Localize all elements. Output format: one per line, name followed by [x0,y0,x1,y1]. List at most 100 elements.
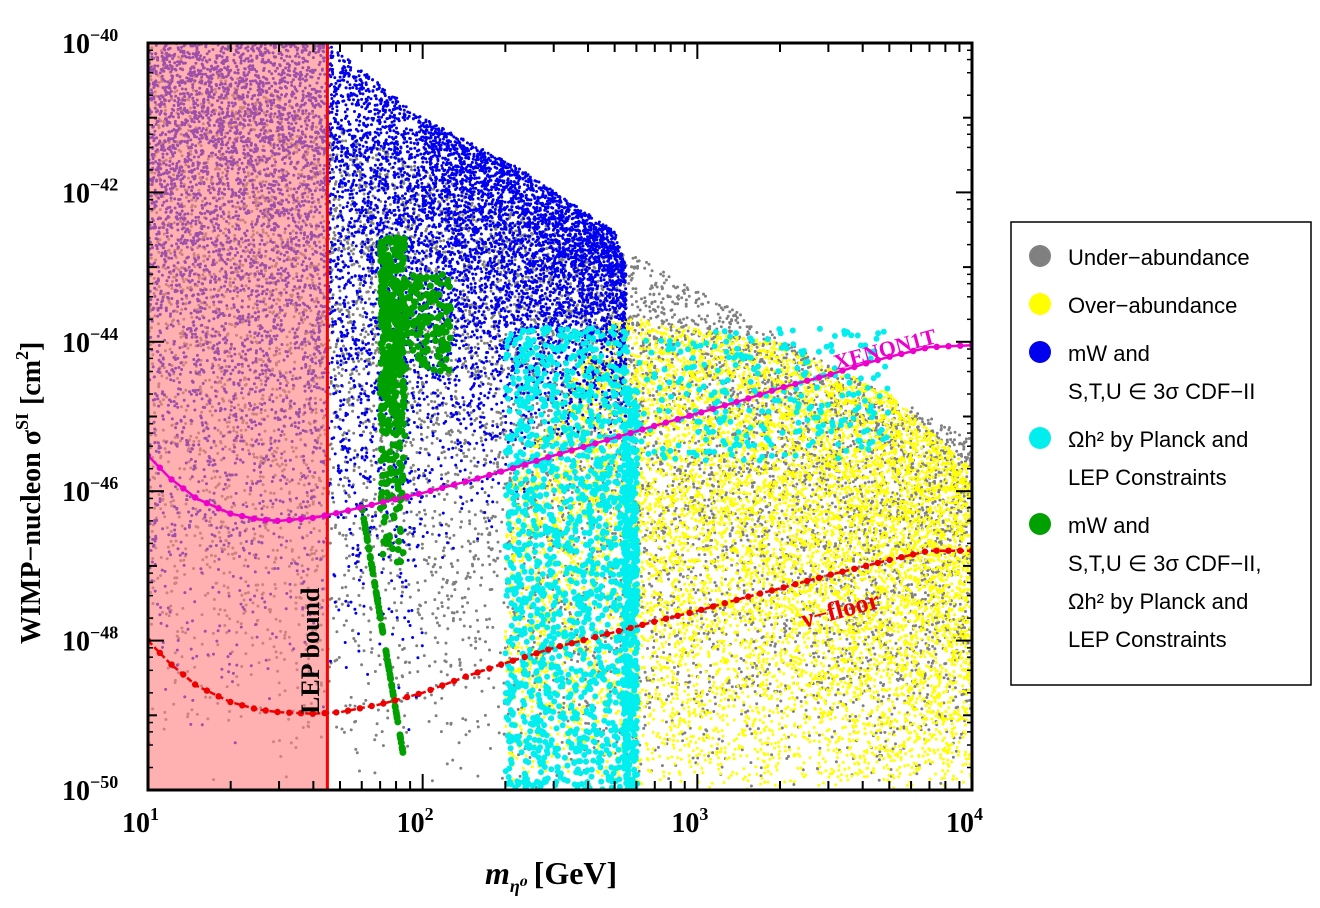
lep-excluded-region [148,43,328,790]
curve-marker [615,627,623,635]
legend-label: LEP Constraints [1068,465,1227,490]
curve-marker [874,559,881,567]
curve-marker [415,690,422,698]
tick-labels: 101 102 103 104 10−40 10−42 10−44 10−46 10−48 10−… [62,25,983,839]
curve-marker [898,554,905,561]
plot-area [148,43,972,790]
curve-marker [286,516,293,524]
curve-marker [592,633,599,641]
curve-marker [898,350,905,358]
curve-marker [309,710,316,717]
curve-marker [380,498,387,506]
curve-markers-xenon1t [148,342,972,524]
curve-marker [239,512,246,520]
x-axis-sub: η⁰ [510,876,528,896]
curve-marker [392,697,399,704]
curve-marker [662,615,670,622]
curve-marker [321,709,328,717]
curve-marker [215,693,222,700]
curve-marker [921,345,929,352]
y-tick-label: 10−40 [62,25,118,60]
y-axis-sup: SI [12,413,32,430]
curve-marker [344,707,352,714]
curve-marker [815,574,823,581]
curve-marker [651,618,658,625]
curve-marker [168,476,175,483]
x-tick-label: 103 [671,804,708,839]
curve-marker [227,510,234,517]
curve-marker [792,380,799,388]
x-tick-label: 102 [397,804,434,839]
curve-marker [403,493,411,500]
x-tick-label: 104 [946,804,983,839]
curve-marker [945,547,952,554]
curve-marker [486,665,493,672]
legend-item: mW and S,T,U ∈ 3σ CDF−II, Ωh² by Planck an… [1029,513,1262,652]
curve-marker [768,587,776,594]
curve-marker [756,391,764,398]
curve-marker [615,433,623,440]
curve-marker [533,650,540,657]
curve-marker [274,708,281,716]
curve-marker [380,700,387,707]
curve-marker [450,481,458,488]
curve-marker [745,395,752,402]
curve-marker [839,367,846,374]
curve-marker [874,356,881,364]
curve-marker [698,409,705,416]
legend-label: mW and [1068,341,1150,366]
curve-marker [262,707,269,714]
y-tick-label: 10−46 [62,473,118,508]
curve-marker [827,571,834,578]
curve-marker [627,429,634,437]
curve-marker [450,677,458,685]
curve-marker [556,643,564,650]
legend-label: Ωh² by Planck and [1068,589,1248,614]
curve-marker [403,693,411,701]
x-tick-label: 101 [122,804,159,839]
curve-marker [733,596,740,604]
curve-marker [603,630,611,638]
curve-marker [191,681,199,688]
curve-marker [804,577,811,585]
curve-marker [933,547,940,554]
curve-marker [191,494,199,501]
legend-swatch [1029,513,1051,535]
curve-marker [462,673,469,680]
legend-item: Over−abundance [1029,293,1237,318]
curve-marker [815,374,823,381]
curve-marker [839,568,846,575]
curve-marker [297,710,305,717]
curve-marker [827,371,834,378]
curve-marker [580,443,587,450]
curve-marker [333,510,340,517]
curve-marker [368,501,375,508]
legend-item: mW and S,T,U ∈ 3σ CDF−II [1029,341,1255,404]
curve-marker [909,347,917,355]
curve-marker [639,426,646,433]
legend-label: S,T,U ∈ 3σ CDF−II, [1068,551,1262,576]
curve-marker [957,342,964,349]
curve-marker [439,484,446,491]
curve-marker [509,657,517,664]
curve-marker [321,512,328,519]
curve-marker [674,415,681,423]
curve-marker [721,600,728,607]
curve-marker [933,343,940,350]
curve-marker [886,556,893,564]
curve-marker [286,709,293,716]
curve-marker [250,515,258,522]
curve-marker [474,475,481,482]
curve-marker [957,547,964,554]
curve-marker [227,698,234,706]
curve-marker [427,686,434,694]
curve-marker [886,353,893,360]
legend-swatch [1029,245,1051,267]
curve-marker [521,461,528,468]
curve-marker [392,496,399,503]
curve-marker [745,593,752,600]
curve-marker [851,363,858,371]
curve-marker [262,516,269,524]
curve-marker [862,562,870,569]
